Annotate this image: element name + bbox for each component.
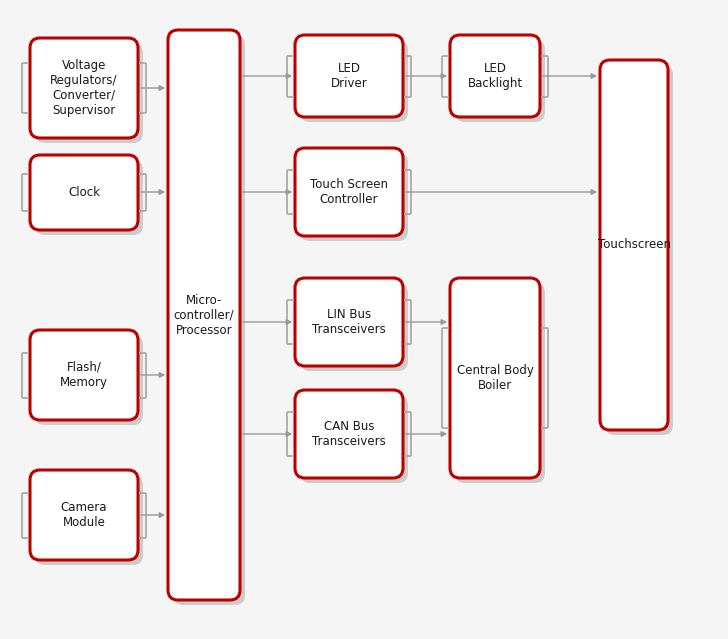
FancyBboxPatch shape [295,390,403,478]
Text: LED
Backlight: LED Backlight [467,62,523,90]
Text: Touch Screen
Controller: Touch Screen Controller [310,178,388,206]
FancyBboxPatch shape [455,283,545,483]
FancyBboxPatch shape [295,35,403,117]
FancyBboxPatch shape [605,65,673,435]
Text: Central Body
Boiler: Central Body Boiler [456,364,534,392]
FancyBboxPatch shape [450,35,540,117]
Text: Camera
Module: Camera Module [60,501,107,529]
FancyBboxPatch shape [30,330,138,420]
FancyBboxPatch shape [300,283,408,371]
Text: Flash/
Memory: Flash/ Memory [60,361,108,389]
FancyBboxPatch shape [173,35,245,605]
Text: Voltage
Regulators/
Converter/
Supervisor: Voltage Regulators/ Converter/ Superviso… [50,59,118,117]
Text: Micro-
controller/
Processor: Micro- controller/ Processor [174,293,234,337]
FancyBboxPatch shape [300,153,408,241]
FancyBboxPatch shape [30,470,138,560]
FancyBboxPatch shape [35,160,143,235]
Text: LIN Bus
Transceivers: LIN Bus Transceivers [312,308,386,336]
FancyBboxPatch shape [300,40,408,122]
FancyBboxPatch shape [600,60,668,430]
FancyBboxPatch shape [450,278,540,478]
FancyBboxPatch shape [455,40,545,122]
Text: LED
Driver: LED Driver [331,62,368,90]
FancyBboxPatch shape [35,43,143,143]
Text: Clock: Clock [68,186,100,199]
FancyBboxPatch shape [30,38,138,138]
FancyBboxPatch shape [35,335,143,425]
FancyBboxPatch shape [168,30,240,600]
FancyBboxPatch shape [295,278,403,366]
Text: CAN Bus
Transceivers: CAN Bus Transceivers [312,420,386,448]
FancyBboxPatch shape [300,395,408,483]
FancyBboxPatch shape [35,475,143,565]
Text: Touchscreen: Touchscreen [598,238,670,252]
FancyBboxPatch shape [295,148,403,236]
FancyBboxPatch shape [30,155,138,230]
